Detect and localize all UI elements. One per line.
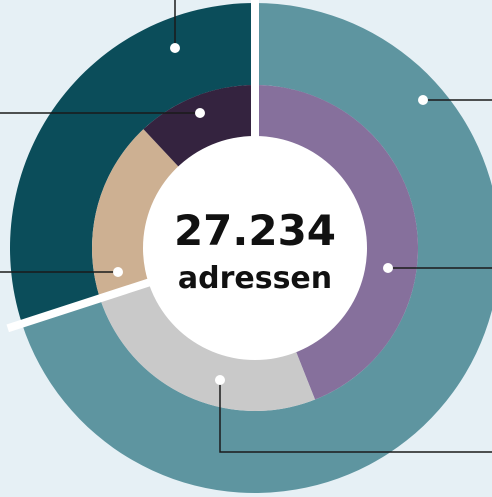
leader-line (219, 380, 492, 453)
rings (6, 0, 492, 493)
leader-dot (195, 108, 205, 118)
donut-segment (21, 3, 492, 493)
donut-segment (99, 281, 316, 411)
center-hole (143, 136, 367, 360)
leader-lines (0, 0, 492, 453)
leader-dot (418, 95, 428, 105)
center-value: 27.234 (174, 206, 336, 255)
leader-dot (113, 267, 123, 277)
leader-dots (113, 43, 428, 385)
leader-dot (215, 375, 225, 385)
donut-segment (255, 85, 418, 400)
leader-dot (383, 263, 393, 273)
segment-separator (6, 276, 157, 333)
center-label: adressen (178, 261, 332, 296)
donut-segment (9, 3, 255, 324)
donut-segment (92, 129, 180, 299)
leader-dot (170, 43, 180, 53)
donut-segment (143, 85, 255, 168)
